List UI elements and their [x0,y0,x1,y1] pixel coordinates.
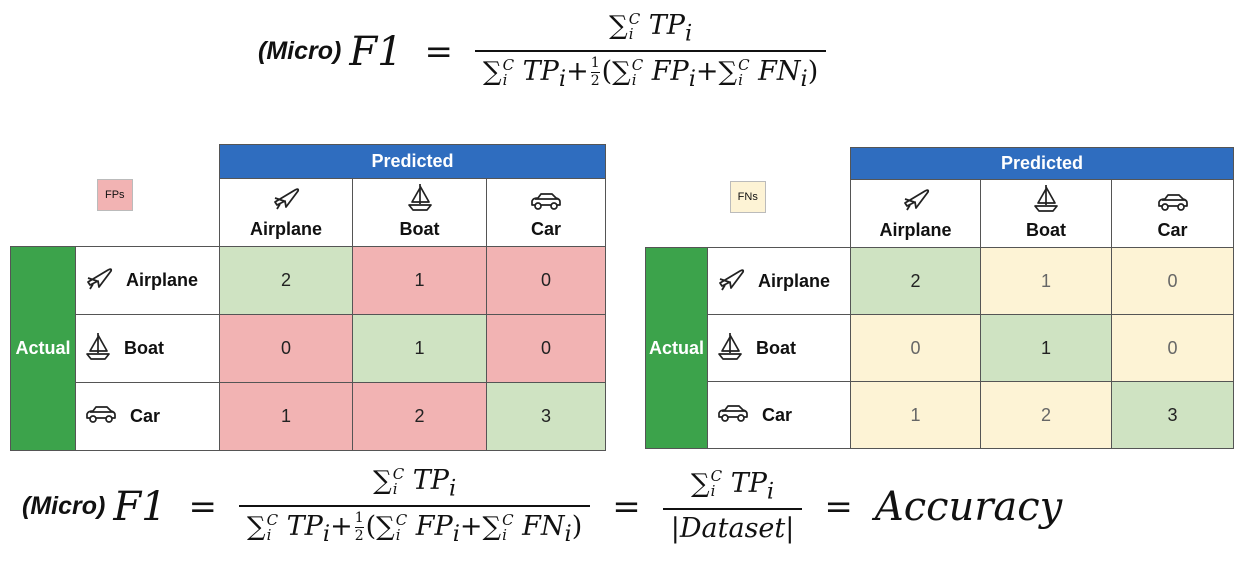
column-header: Boat [352,178,487,247]
matrix-cell: 1 [352,246,487,315]
car-icon [1112,191,1233,218]
matrix-cell: 0 [850,314,981,382]
matrix-cell: 1 [980,314,1112,382]
fn-confusion-matrix: FNs Predicted Airplane Boat Car Actual A… [645,147,1234,449]
fp-legend: FPs [96,179,133,212]
row-header: Car [707,381,851,449]
row-header: Airplane [707,247,851,315]
actual-label: Actual [645,247,708,449]
predicted-header: Predicted [850,147,1234,180]
matrix-cell: 0 [486,246,606,315]
row-header: Car [75,382,220,451]
actual-label: Actual [10,246,76,451]
legend-cell: FNs [646,148,851,248]
car-icon [487,190,605,217]
matrix-cell: 2 [980,381,1112,449]
f1-symbol: F1 [349,28,403,75]
matrix-cell: 0 [1111,247,1234,315]
matrix-cell: 2 [850,247,981,315]
matrix-cell: 1 [980,247,1112,315]
matrix-cell: 3 [486,382,606,451]
boat-icon [353,182,486,217]
car-icon [84,403,118,430]
airplane-icon [84,264,114,297]
fraction-bar [239,505,591,508]
car-icon [716,402,750,429]
matrix-cell: 2 [352,382,487,451]
equals-sign: = [424,31,454,72]
dataset-denominator: |Dataset| [670,513,795,545]
micro-label: (Micro) [258,37,342,66]
matrix-cell: 0 [486,314,606,383]
micro-label: (Micro) [22,492,106,521]
row-header: Boat [707,314,851,382]
matrix-cell: 1 [850,381,981,449]
fraction-bar [662,508,803,511]
airplane-icon [851,185,980,218]
row-header: Boat [75,314,220,383]
matrix-cell: 0 [219,314,353,383]
airplane-icon [716,265,746,298]
matrix-cell: 2 [219,246,353,315]
equals-sign: = [188,486,218,527]
matrix-cell: 1 [352,314,487,383]
boat-icon [716,331,744,366]
column-header: Airplane [850,179,981,248]
boat-icon [981,183,1111,218]
matrix-cell: 1 [219,382,353,451]
airplane-icon [220,184,352,217]
fraction-bar [475,50,827,53]
accuracy-label: Accuracy [874,483,1063,530]
matrix-cell: 3 [1111,381,1234,449]
column-header: Boat [980,179,1112,248]
boat-icon [84,331,112,366]
row-header: Airplane [75,246,220,315]
column-header: Car [486,178,606,247]
equals-sign: = [824,486,853,527]
fp-confusion-matrix: FPs Predicted Airplane Boat Car Actual A… [10,144,606,451]
matrix-cell: 0 [1111,314,1234,382]
column-header: Airplane [219,178,353,247]
equals-sign: = [612,486,641,527]
f1-symbol: F1 [113,483,167,530]
fn-legend: FNs [729,181,766,214]
legend-cell: FPs [11,145,220,247]
column-header: Car [1111,179,1234,248]
predicted-header: Predicted [219,144,606,179]
